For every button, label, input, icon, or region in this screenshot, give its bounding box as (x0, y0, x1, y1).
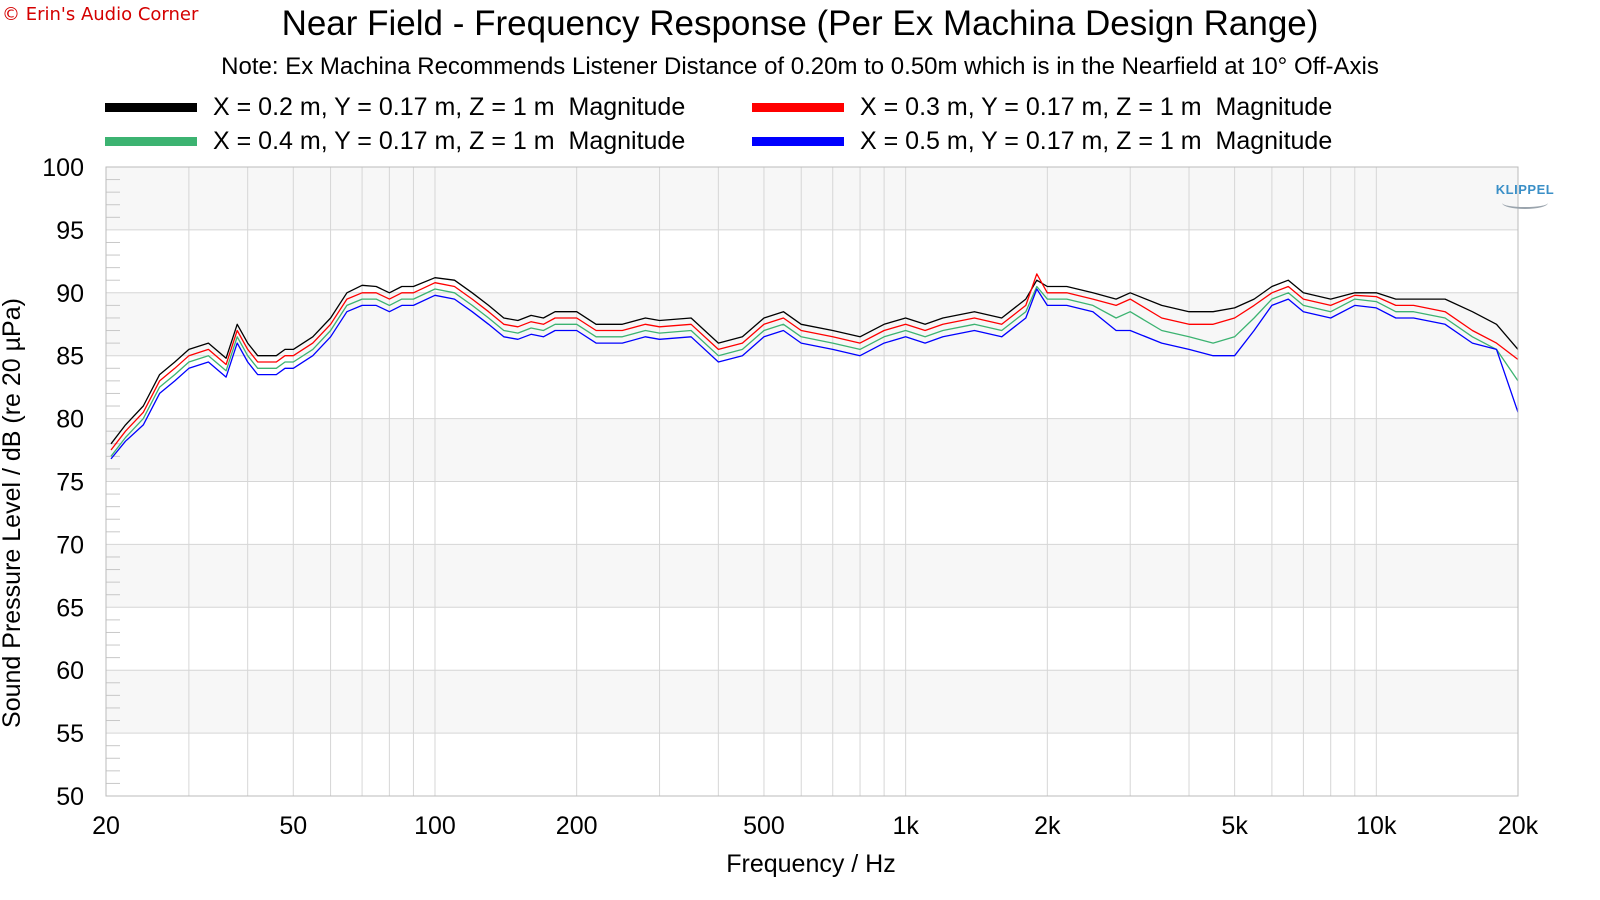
y-tick-label: 100 (42, 154, 84, 182)
klippel-logo: KLIPPEL (1495, 182, 1555, 197)
legend-swatch-series-3 (105, 136, 197, 146)
plot-band (106, 229, 1518, 293)
series-layer (110, 273, 1519, 460)
series-line-3 (110, 285, 1519, 457)
x-tick-label: 10k (1356, 812, 1397, 840)
chart-title: Near Field - Frequency Response (Per Ex … (281, 4, 1319, 43)
legend-item-series-3: X = 0.4 m, Y = 0.17 m, Z = 1 m Magnitude (105, 125, 685, 157)
y-tick-label: 70 (56, 531, 84, 559)
chart-subtitle: Note: Ex Machina Recommends Listener Dis… (221, 53, 1379, 80)
legend-item-series-2: X = 0.3 m, Y = 0.17 m, Z = 1 m Magnitude (752, 91, 1332, 123)
x-tick-label: 20 (92, 812, 120, 840)
legend-swatch-series-2 (752, 102, 844, 112)
y-tick-label: 80 (56, 406, 84, 434)
legend-swatch-series-4 (752, 136, 844, 146)
y-tick-label: 95 (56, 217, 84, 245)
y-tick-label: 75 (56, 469, 84, 497)
y-tick-label: 55 (56, 720, 84, 748)
plot-background (106, 167, 1518, 796)
x-axis-label: Frequency / Hz (726, 850, 896, 878)
legend-swatch-series-1 (105, 102, 197, 112)
legend-label-series-1: X = 0.2 m, Y = 0.17 m, Z = 1 m Magnitude (213, 92, 686, 121)
x-tick-label: 1k (892, 812, 919, 840)
y-tick-label: 90 (56, 280, 84, 308)
x-tick-label: 2k (1034, 812, 1061, 840)
legend-item-series-4: X = 0.5 m, Y = 0.17 m, Z = 1 m Magnitude (752, 125, 1332, 157)
series-line-2 (110, 273, 1519, 451)
plot-band (106, 733, 1518, 796)
klippel-logo-arc (1502, 197, 1548, 209)
plot-band (106, 481, 1518, 545)
y-axis-label: Sound Pressure Level / dB (re 20 µPa) (0, 298, 26, 728)
plot-band (106, 292, 1518, 356)
x-tick-label: 20k (1498, 812, 1539, 840)
y-tick-label: 85 (56, 343, 84, 371)
plot-band (106, 167, 1518, 230)
grid-lines (105, 166, 1519, 797)
plot-band (106, 607, 1518, 671)
y-tick-label: 50 (56, 783, 84, 811)
x-tick-label: 200 (556, 812, 598, 840)
y-tick-label: 65 (56, 594, 84, 622)
plot-band (106, 418, 1518, 482)
series-line-4 (110, 288, 1519, 460)
series-line-1 (110, 277, 1519, 445)
x-tick-label: 5k (1221, 812, 1248, 840)
x-tick-label: 50 (279, 812, 307, 840)
legend-label-series-2: X = 0.3 m, Y = 0.17 m, Z = 1 m Magnitude (860, 92, 1333, 121)
legend-label-series-3: X = 0.4 m, Y = 0.17 m, Z = 1 m Magnitude (213, 126, 686, 155)
y-tick-label: 60 (56, 657, 84, 685)
plot-band (106, 544, 1518, 608)
axes: 100 95 90 85 80 75 70 65 60 55 50 20 50 100 200 500 1k 2k… (42, 154, 1538, 840)
plot-frame (105, 166, 1519, 797)
watermark: © Erin's Audio Corner (2, 4, 199, 25)
plot-band (106, 355, 1518, 419)
x-tick-label: 100 (414, 812, 456, 840)
legend-label-series-4: X = 0.5 m, Y = 0.17 m, Z = 1 m Magnitude (860, 126, 1333, 155)
x-tick-label: 500 (743, 812, 785, 840)
plot-band (106, 670, 1518, 734)
legend-item-series-1: X = 0.2 m, Y = 0.17 m, Z = 1 m Magnitude (105, 91, 685, 123)
